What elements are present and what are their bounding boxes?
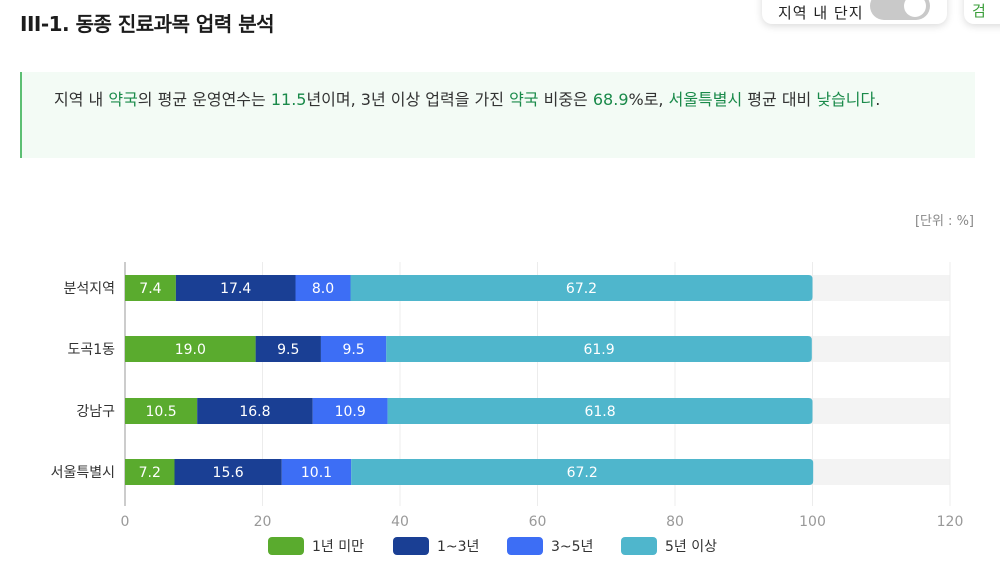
legend-swatch	[268, 537, 304, 555]
data-label: 15.6	[213, 465, 244, 481]
x-tick-label: 120	[937, 514, 964, 530]
bar-segment	[255, 336, 321, 362]
bar-segment	[281, 459, 352, 485]
summary-segment: 평균 대비	[742, 90, 817, 109]
region-toggle-switch[interactable]	[870, 0, 930, 20]
data-label: 61.9	[583, 342, 614, 358]
x-tick-label: 100	[799, 514, 826, 530]
bar-segment	[350, 275, 813, 301]
category-label: 서울특별시	[51, 465, 115, 481]
region-toggle-widget[interactable]: 지역 내 단지	[762, 0, 947, 24]
toggle-knob	[904, 0, 926, 17]
legend-label: 3~5년	[551, 539, 594, 555]
category-label: 분석지역	[63, 281, 115, 297]
data-label: 16.8	[239, 404, 270, 420]
category-label: 도곡1동	[67, 342, 115, 358]
bar-segment	[125, 398, 198, 424]
data-label: 10.9	[335, 404, 366, 420]
bar-segment	[175, 275, 296, 301]
bar-segment	[197, 398, 313, 424]
bar-segment	[174, 459, 282, 485]
x-tick-label: 20	[254, 514, 272, 530]
search-widget-label: 검	[972, 2, 986, 20]
data-label: 10.1	[301, 465, 332, 481]
bar-segment	[351, 459, 814, 485]
data-label: 67.2	[566, 281, 597, 297]
search-widget[interactable]: 검	[964, 0, 1000, 24]
legend-label: 1~3년	[437, 539, 480, 555]
chart-legend: 1년 미만 1~3년 3~5년 5년 이상	[0, 534, 1000, 558]
bar-segment	[125, 336, 256, 362]
summary-box: 지역 내 약국의 평균 운영연수는 11.5년이며, 3년 이상 업력을 가진 …	[20, 72, 975, 158]
data-label: 7.4	[139, 281, 161, 297]
summary-segment: 년이며, 3년 이상 업력을 가진	[306, 90, 510, 109]
data-label: 9.5	[277, 342, 299, 358]
legend-item: 1~3년	[393, 534, 479, 558]
bar-segment	[125, 275, 176, 301]
legend-swatch	[621, 537, 657, 555]
page-title: III-1. 동종 진료과목 업력 분석	[20, 12, 275, 36]
x-tick-label: 40	[391, 514, 409, 530]
summary-segment: %로,	[628, 90, 669, 109]
x-tick-label: 80	[666, 514, 684, 530]
x-tick-label: 60	[529, 514, 547, 530]
summary-highlight: 약국	[509, 90, 539, 109]
bar-segment	[386, 336, 812, 362]
legend-label: 1년 미만	[312, 539, 364, 555]
data-label: 19.0	[175, 342, 206, 358]
data-label: 17.4	[220, 281, 251, 297]
summary-highlight: 약국	[108, 90, 138, 109]
summary-highlight: 낮습니다	[816, 90, 876, 109]
summary-highlight: 11.5	[270, 90, 307, 109]
data-label: 8.0	[312, 281, 334, 297]
bar-segment	[295, 275, 351, 301]
bar-segment	[387, 398, 813, 424]
legend-item: 5년 이상	[621, 534, 717, 558]
bar-segment	[125, 459, 175, 485]
legend-item: 3~5년	[507, 534, 593, 558]
summary-segment: 비중은	[538, 90, 593, 109]
data-label: 61.8	[584, 404, 615, 420]
legend-item: 1년 미만	[268, 534, 364, 558]
summary-segment: 의 평균 운영연수는	[137, 90, 271, 109]
bar-segment	[312, 398, 388, 424]
summary-text: 지역 내 약국의 평균 운영연수는 11.5년이며, 3년 이상 업력을 가진 …	[54, 86, 934, 114]
region-toggle-label: 지역 내 단지	[778, 4, 864, 22]
data-label: 7.2	[139, 465, 161, 481]
x-tick-label: 0	[121, 514, 130, 530]
summary-segment: 지역 내	[54, 90, 109, 109]
unit-label: [단위 : %]	[914, 214, 974, 229]
legend-swatch	[507, 537, 543, 555]
summary-highlight: 68.9	[592, 90, 629, 109]
category-label: 강남구	[76, 404, 115, 420]
legend-label: 5년 이상	[665, 539, 717, 555]
legend-swatch	[393, 537, 429, 555]
summary-highlight: 서울특별시	[668, 90, 743, 109]
summary-segment: .	[875, 90, 881, 109]
data-label: 9.5	[342, 342, 364, 358]
data-label: 10.5	[146, 404, 177, 420]
bar-segment	[320, 336, 387, 362]
data-label: 67.2	[567, 465, 598, 481]
